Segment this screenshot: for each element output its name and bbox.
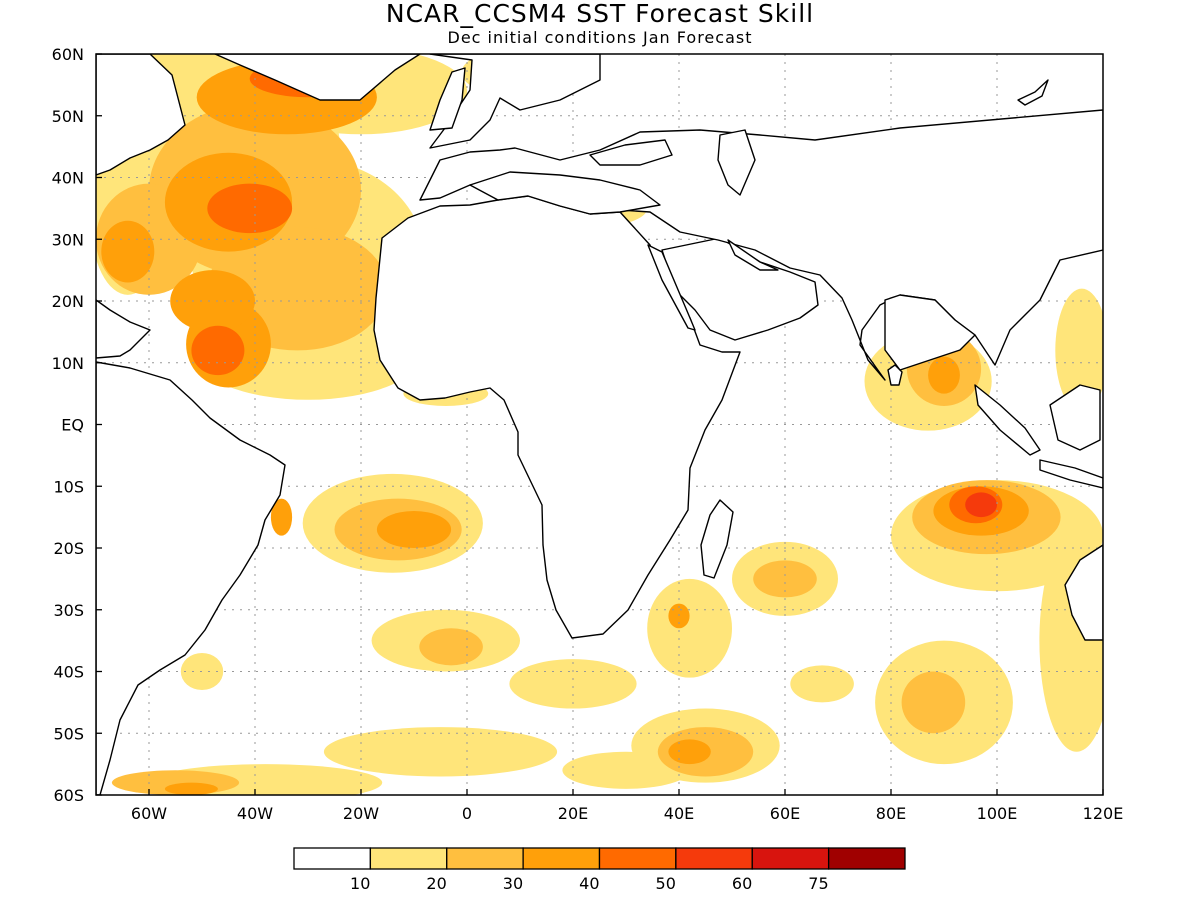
x-tick-label: 40E <box>664 804 694 823</box>
colorbar-swatch <box>446 847 524 870</box>
colorbar-swatch <box>751 847 830 870</box>
y-tick-label: 40S <box>53 663 84 682</box>
coast-borneo <box>1049 384 1101 451</box>
y-tick-label: 40N <box>52 169 84 188</box>
skill-region-41 <box>376 510 452 548</box>
y-tick-label: 60S <box>53 786 84 805</box>
x-tick-label: 60W <box>131 804 167 823</box>
coast-central-america <box>96 299 151 359</box>
skill-region-17 <box>1055 288 1103 413</box>
skill-region-31 <box>901 671 966 734</box>
colorbar-label: 20 <box>426 874 446 893</box>
skill-region-28 <box>419 628 483 666</box>
y-tick-label: 60N <box>52 45 84 64</box>
colorbar-label: 50 <box>656 874 676 893</box>
skill-region-42 <box>270 498 293 536</box>
x-tick-label: 20E <box>558 804 588 823</box>
colorbar-swatch <box>675 847 753 870</box>
x-tick-label: 0 <box>462 804 472 823</box>
y-tick-label: 20S <box>53 539 84 558</box>
coastline-layer <box>96 54 1103 795</box>
colorbar-swatch <box>293 847 372 870</box>
coast-south-america <box>96 361 286 795</box>
skill-region-29 <box>753 560 817 598</box>
skill-region-47 <box>164 782 218 795</box>
coast-australia <box>1064 544 1103 641</box>
coast-caspian <box>717 129 756 196</box>
colorbar-label: 75 <box>808 874 828 893</box>
colorbar-swatch <box>598 847 677 870</box>
coast-britain <box>429 67 466 131</box>
x-tick-label: 120E <box>1083 804 1124 823</box>
colorbar-label: 10 <box>350 874 370 893</box>
coast-persian-gulf <box>727 239 779 271</box>
coast-madagascar <box>700 499 734 579</box>
y-tick-label: 30S <box>53 601 84 620</box>
coast-sumatra <box>974 384 1041 456</box>
coast-mediterranean <box>469 171 661 215</box>
y-tick-label: 50N <box>52 107 84 126</box>
coast-sri-lanka <box>887 364 903 386</box>
coast-red-sea <box>647 244 696 331</box>
x-tick-label: 60E <box>770 804 800 823</box>
coast-north-america <box>96 54 186 176</box>
colorbar-swatch <box>522 847 601 870</box>
y-tick-label: 10S <box>53 477 84 496</box>
y-tick-label: 50S <box>53 724 84 743</box>
skill-region-46 <box>928 356 960 394</box>
colorbar-swatch <box>827 847 906 870</box>
skill-region-20 <box>323 727 558 777</box>
coast-java <box>1039 459 1103 489</box>
coast-black-sea <box>589 139 673 166</box>
skill-region-48 <box>207 183 293 234</box>
colorbar-label: 60 <box>732 874 752 893</box>
x-tick-label: 20W <box>343 804 379 823</box>
y-tick-label: 20N <box>52 292 84 311</box>
x-tick-label: 80E <box>876 804 906 823</box>
colorbar-label: 30 <box>503 874 523 893</box>
map-title: NCAR_CCSM4 SST Forecast Skill <box>385 0 815 28</box>
skill-region-21 <box>562 751 690 789</box>
x-axis-ticks: 60W 40W 20W 0 20E 40E 60E 80E 100E 120E <box>131 789 1123 823</box>
coast-bay-of-bengal <box>884 294 976 371</box>
colorbar-swatch <box>369 847 448 870</box>
skill-region-23 <box>790 665 854 703</box>
coast-japan <box>1017 79 1049 106</box>
skill-region-53 <box>965 492 997 518</box>
y-tick-label: 30N <box>52 230 84 249</box>
skill-region-44 <box>668 739 711 765</box>
skill-region-39 <box>170 270 256 332</box>
map-subtitle: Dec initial conditions Jan Forecast <box>447 28 753 47</box>
skill-region-38 <box>101 220 155 283</box>
y-axis-ticks: 60N 50N 40N 30N 20N 10N EQ 10S 20S 30S 40S 50S 60S <box>52 45 102 805</box>
coast-greenland <box>214 54 421 101</box>
x-tick-label: 100E <box>977 804 1018 823</box>
skill-region-10 <box>647 578 732 678</box>
colorbar: 10 20 30 40 50 60 75 <box>293 847 906 893</box>
x-tick-label: 40W <box>237 804 273 823</box>
skill-region-11 <box>509 659 637 709</box>
y-tick-label: EQ <box>61 416 84 435</box>
skill-region-50 <box>191 325 245 376</box>
y-tick-label: 10N <box>52 354 84 373</box>
colorbar-label: 40 <box>579 874 599 893</box>
